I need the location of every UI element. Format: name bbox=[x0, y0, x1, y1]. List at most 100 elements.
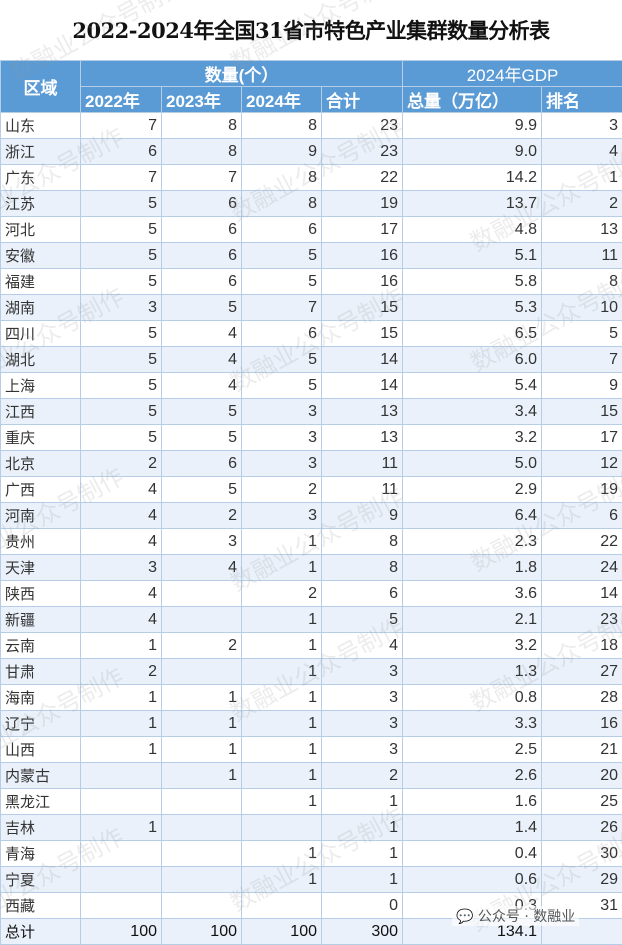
cell-gdp-rank: 8 bbox=[542, 269, 622, 295]
cell-gdp-rank: 24 bbox=[542, 555, 622, 581]
cell-count-2023: 4 bbox=[162, 347, 242, 373]
cell-count-sum: 3 bbox=[322, 711, 403, 737]
cell-region: 湖北 bbox=[1, 347, 81, 373]
cell-gdp-rank: 4 bbox=[542, 139, 622, 165]
cell-region: 北京 bbox=[1, 451, 81, 477]
cell-region: 广西 bbox=[1, 477, 81, 503]
cell-count-2024: 2 bbox=[242, 477, 322, 503]
cell-count-sum: 3 bbox=[322, 659, 403, 685]
cell-region: 新疆 bbox=[1, 607, 81, 633]
cell-count-2024: 1 bbox=[242, 789, 322, 815]
cell-count-sum: 2 bbox=[322, 763, 403, 789]
wechat-badge-text: 公众号 · 数融业 bbox=[478, 909, 575, 925]
cell-count-sum: 1 bbox=[322, 815, 403, 841]
cell-gdp-total: 3.6 bbox=[403, 581, 542, 607]
cell-gdp-rank: 7 bbox=[542, 347, 622, 373]
cell-count-2023: 2 bbox=[162, 633, 242, 659]
header-gdp-group: 2024年GDP bbox=[403, 61, 622, 87]
cell-count-2023: 6 bbox=[162, 191, 242, 217]
cell-count-2024: 1 bbox=[242, 685, 322, 711]
cell-count-2023: 6 bbox=[162, 217, 242, 243]
cell-region: 海南 bbox=[1, 685, 81, 711]
cell-region: 云南 bbox=[1, 633, 81, 659]
cell-count-2024: 6 bbox=[242, 321, 322, 347]
cell-gdp-total: 14.2 bbox=[403, 165, 542, 191]
cell-count-2023 bbox=[162, 815, 242, 841]
cell-gdp-total: 0.8 bbox=[403, 685, 542, 711]
cell-count-2024: 3 bbox=[242, 451, 322, 477]
cell-gdp-total: 4.8 bbox=[403, 217, 542, 243]
cell-gdp-rank: 5 bbox=[542, 321, 622, 347]
cell-gdp-rank: 20 bbox=[542, 763, 622, 789]
cell-gdp-total: 0.6 bbox=[403, 867, 542, 893]
cell-gdp-total: 1.6 bbox=[403, 789, 542, 815]
header-rank: 排名 bbox=[542, 87, 622, 113]
cell-gdp-rank: 19 bbox=[542, 477, 622, 503]
header-2024: 2024年 bbox=[242, 87, 322, 113]
total-region: 总计 bbox=[1, 919, 81, 945]
cell-count-sum: 9 bbox=[322, 503, 403, 529]
cell-region: 四川 bbox=[1, 321, 81, 347]
cell-count-2022: 1 bbox=[81, 685, 162, 711]
cell-count-2023: 4 bbox=[162, 321, 242, 347]
cell-gdp-total: 6.5 bbox=[403, 321, 542, 347]
cell-count-2024: 9 bbox=[242, 139, 322, 165]
cell-count-2023: 5 bbox=[162, 477, 242, 503]
cell-gdp-total: 2.6 bbox=[403, 763, 542, 789]
cell-count-2023: 1 bbox=[162, 685, 242, 711]
cell-count-sum: 16 bbox=[322, 243, 403, 269]
cell-count-2023: 1 bbox=[162, 711, 242, 737]
cell-gdp-rank: 3 bbox=[542, 113, 622, 139]
cell-count-2024: 1 bbox=[242, 607, 322, 633]
cell-count-sum: 13 bbox=[322, 399, 403, 425]
total-count-2024: 100 bbox=[242, 919, 322, 945]
cell-region: 陕西 bbox=[1, 581, 81, 607]
cell-count-2024: 5 bbox=[242, 347, 322, 373]
wechat-badge: 💬 公众号 · 数融业 bbox=[452, 906, 579, 926]
header-count-group: 数量(个） bbox=[81, 61, 403, 87]
cell-count-2024: 1 bbox=[242, 737, 322, 763]
cell-gdp-rank: 30 bbox=[542, 841, 622, 867]
cell-gdp-total: 5.0 bbox=[403, 451, 542, 477]
cell-count-2023 bbox=[162, 867, 242, 893]
cell-gdp-total: 3.2 bbox=[403, 633, 542, 659]
cell-count-sum: 17 bbox=[322, 217, 403, 243]
cell-count-2022: 4 bbox=[81, 607, 162, 633]
cell-count-2022: 2 bbox=[81, 659, 162, 685]
cell-region: 辽宁 bbox=[1, 711, 81, 737]
cell-region: 西藏 bbox=[1, 893, 81, 919]
cell-count-2022: 1 bbox=[81, 815, 162, 841]
cell-count-2022: 5 bbox=[81, 191, 162, 217]
cell-count-2022: 4 bbox=[81, 477, 162, 503]
cell-count-2024: 1 bbox=[242, 659, 322, 685]
cell-count-sum: 13 bbox=[322, 425, 403, 451]
cell-region: 安徽 bbox=[1, 243, 81, 269]
cell-count-2023: 8 bbox=[162, 139, 242, 165]
cell-count-2024: 7 bbox=[242, 295, 322, 321]
cell-count-2023: 4 bbox=[162, 555, 242, 581]
cell-count-sum: 22 bbox=[322, 165, 403, 191]
cell-count-sum: 8 bbox=[322, 529, 403, 555]
cell-region: 广东 bbox=[1, 165, 81, 191]
cell-count-2022: 3 bbox=[81, 295, 162, 321]
cell-region: 重庆 bbox=[1, 425, 81, 451]
cell-count-sum: 23 bbox=[322, 139, 403, 165]
total-count-sum: 300 bbox=[322, 919, 403, 945]
cell-count-2024: 3 bbox=[242, 503, 322, 529]
cell-region: 甘肃 bbox=[1, 659, 81, 685]
cell-count-sum: 23 bbox=[322, 113, 403, 139]
cell-region: 天津 bbox=[1, 555, 81, 581]
